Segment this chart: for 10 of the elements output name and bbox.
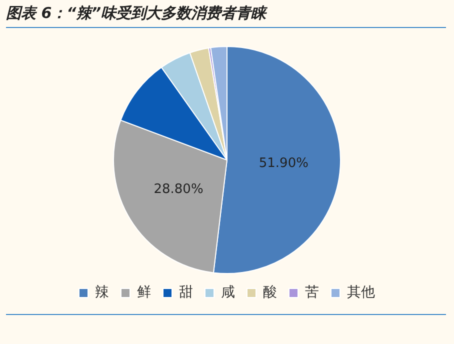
legend-label: 其他 (347, 284, 375, 301)
legend-label: 咸 (221, 284, 235, 301)
chart-title: 图表 6：“辣”味受到大多数消费者青睐 (6, 4, 446, 28)
legend-label: 鲜 (137, 284, 151, 301)
legend-label: 酸 (263, 284, 277, 301)
legend-label: 甜 (179, 284, 193, 301)
legend-label: 苦 (305, 284, 319, 301)
data-label: 51.90% (258, 156, 308, 171)
legend-label: 辣 (95, 284, 109, 301)
data-label: 28.80% (154, 182, 204, 197)
